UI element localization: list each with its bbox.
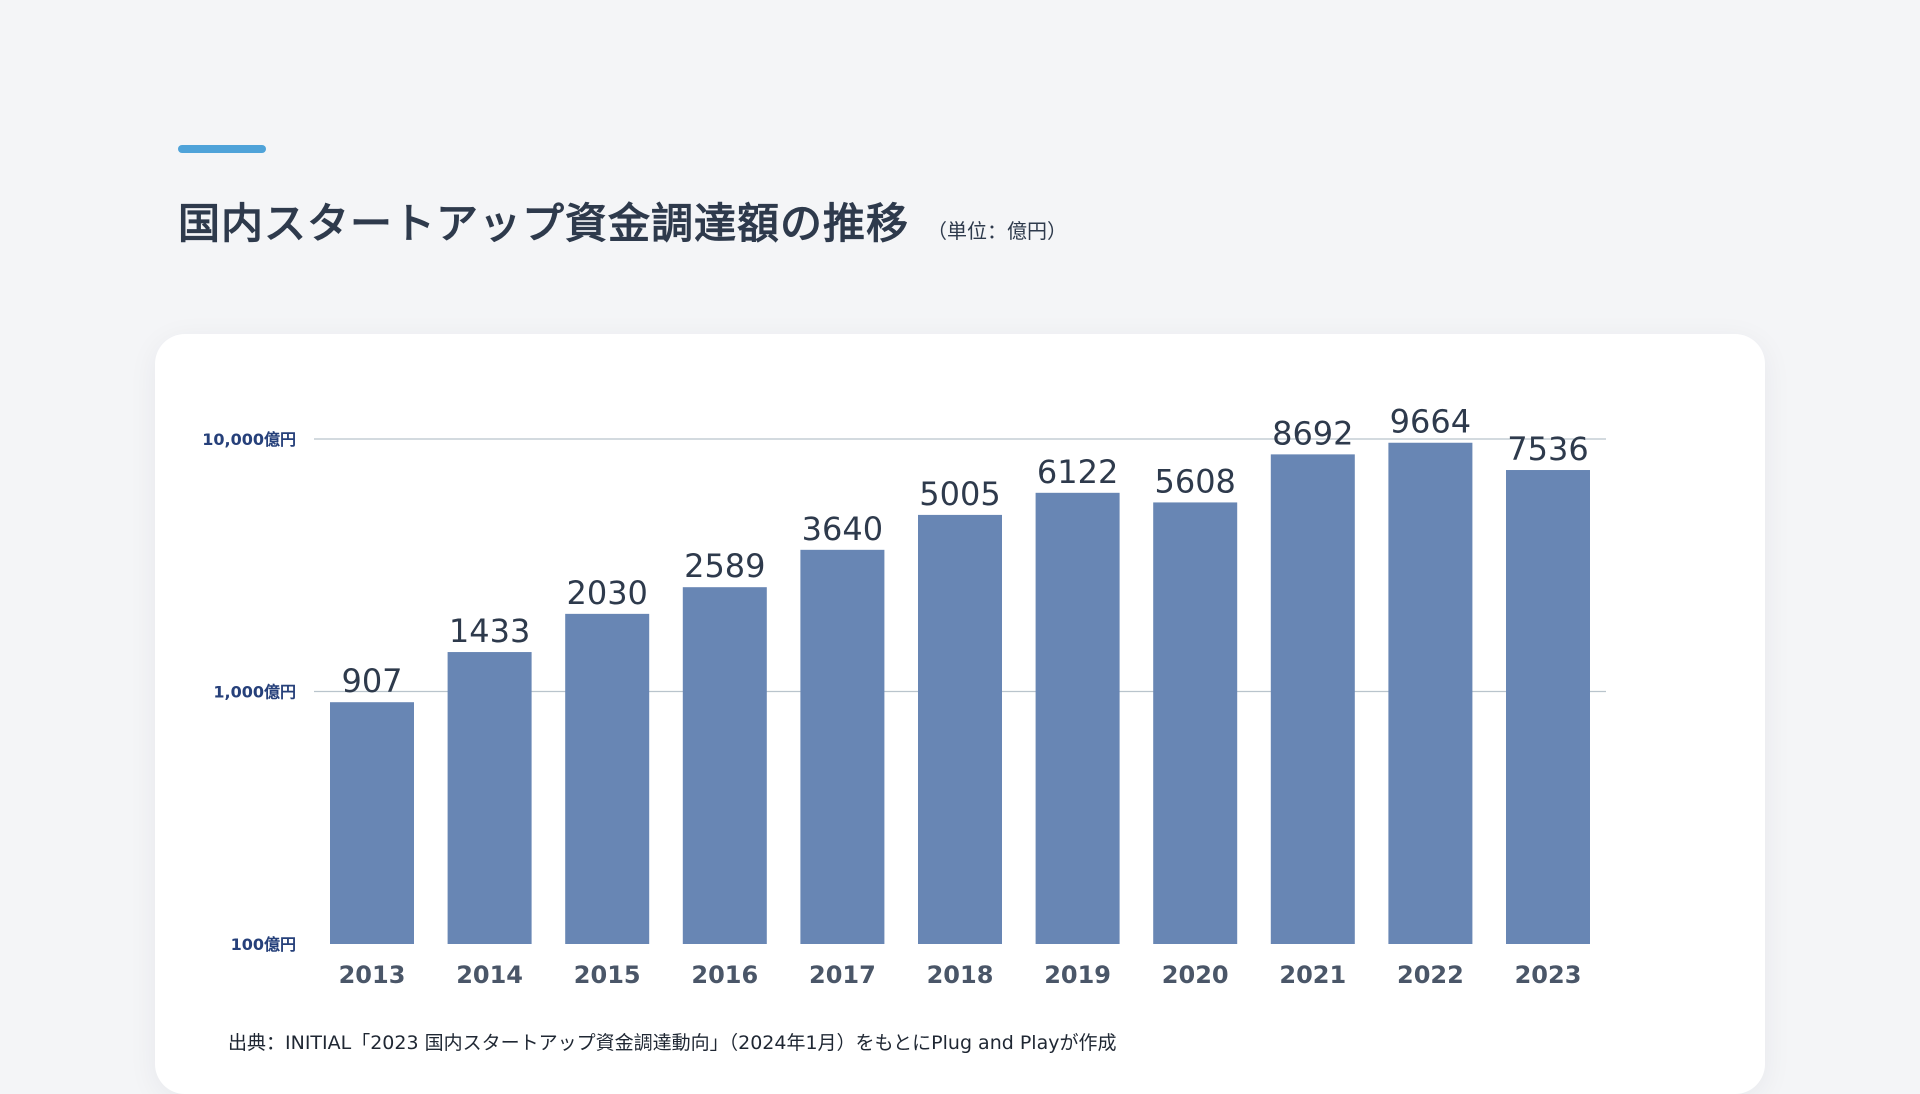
x-tick-label: 2017 xyxy=(809,961,876,989)
x-tick-label: 2015 xyxy=(574,961,641,989)
data-label: 1433 xyxy=(449,612,530,650)
x-tick-label: 2013 xyxy=(339,961,406,989)
x-tick-label: 2016 xyxy=(691,961,758,989)
title-accent-bar xyxy=(178,145,266,153)
data-label: 2030 xyxy=(566,574,647,612)
source-note: 出典：INITIAL「2023 国内スタートアップ資金調達動向」（2024年1月… xyxy=(228,1032,1117,1054)
bar-2018 xyxy=(918,514,1002,944)
data-label: 7536 xyxy=(1507,430,1588,468)
bar-2021 xyxy=(1270,454,1355,944)
x-tick-label: 2019 xyxy=(1044,961,1111,989)
page-title: 国内スタートアップ資金調達額の推移 xyxy=(178,199,910,248)
data-label: 6122 xyxy=(1037,453,1118,491)
data-label: 3640 xyxy=(802,510,883,548)
bar-2023 xyxy=(1506,470,1590,944)
y-tick-label: 100億円 xyxy=(231,935,296,954)
bar-2015 xyxy=(565,613,650,944)
bar-2017 xyxy=(800,549,885,944)
title-row: 国内スタートアップ資金調達額の推移 （単位：億円） xyxy=(178,190,1067,251)
bar-2016 xyxy=(682,587,767,944)
bar-2014 xyxy=(447,652,532,944)
x-tick-label: 2018 xyxy=(927,961,994,989)
unit-note: （単位：億円） xyxy=(927,219,1068,243)
y-tick-label: 10,000億円 xyxy=(202,430,296,449)
bar-2022 xyxy=(1388,442,1473,944)
bar-2020 xyxy=(1153,502,1238,944)
bar-2019 xyxy=(1035,492,1120,944)
data-label: 5005 xyxy=(919,475,1000,513)
y-tick-label: 1,000億円 xyxy=(213,683,296,702)
data-label: 2589 xyxy=(684,547,765,585)
data-label: 8692 xyxy=(1272,414,1353,452)
bar-2013 xyxy=(330,702,414,944)
x-tick-label: 2021 xyxy=(1279,961,1346,989)
data-label: 907 xyxy=(341,662,402,700)
x-tick-label: 2014 xyxy=(456,961,523,989)
data-label: 5608 xyxy=(1154,462,1235,500)
x-tick-label: 2023 xyxy=(1515,961,1582,989)
data-label: 9664 xyxy=(1390,403,1471,441)
x-tick-label: 2022 xyxy=(1397,961,1464,989)
x-tick-label: 2020 xyxy=(1162,961,1229,989)
